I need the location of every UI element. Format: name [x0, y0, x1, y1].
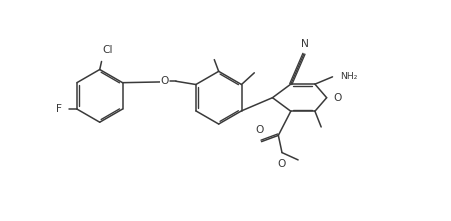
- Text: O: O: [332, 93, 341, 103]
- Text: N: N: [300, 39, 308, 49]
- Text: O: O: [161, 76, 169, 86]
- Text: O: O: [254, 125, 263, 135]
- Text: NH₂: NH₂: [340, 72, 357, 81]
- Text: O: O: [277, 159, 285, 169]
- Text: Cl: Cl: [102, 45, 113, 55]
- Text: F: F: [56, 104, 62, 114]
